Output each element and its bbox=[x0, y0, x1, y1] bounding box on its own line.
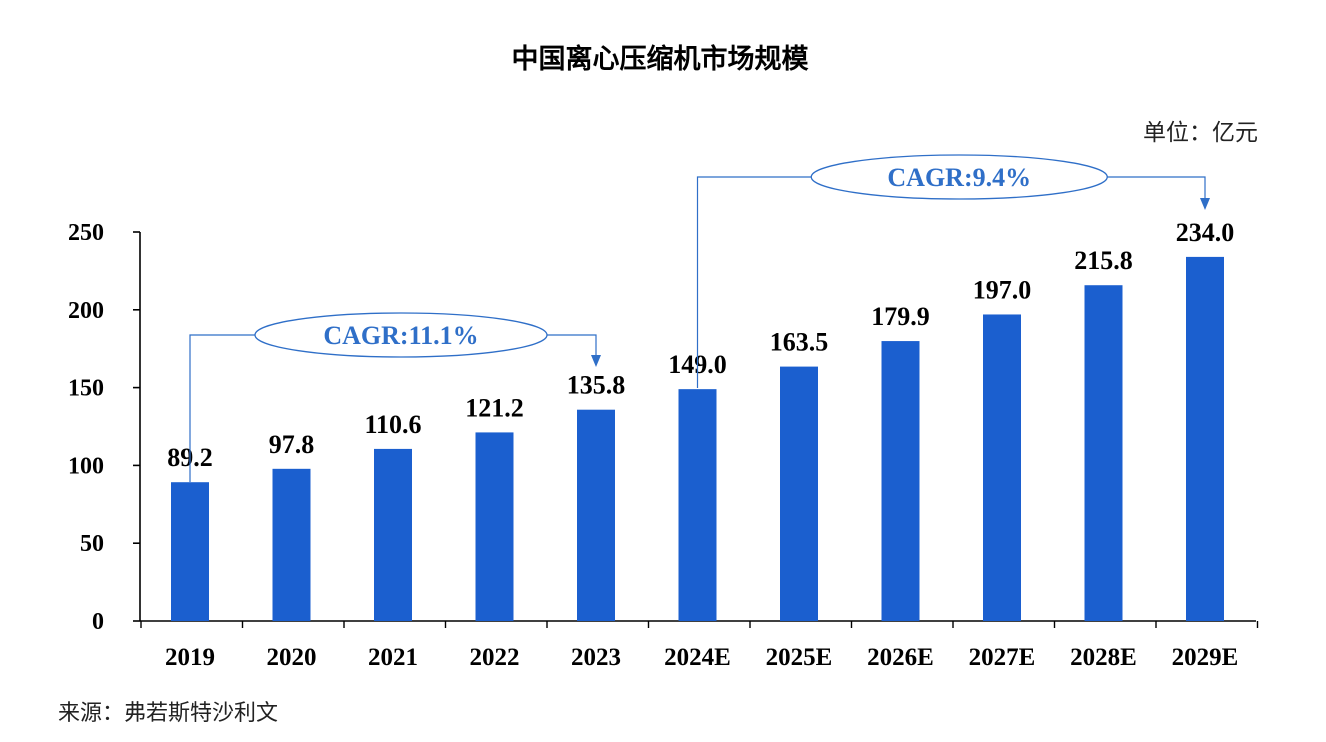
y-tick-label: 150 bbox=[68, 376, 104, 402]
data-label-2023: 135.8 bbox=[567, 371, 626, 400]
bar-2026E bbox=[881, 341, 920, 621]
bar-2025E bbox=[780, 366, 818, 621]
x-tick-label-2026E: 2026E bbox=[867, 644, 934, 671]
y-tick-label: 50 bbox=[80, 531, 104, 557]
data-label-2027E: 197.0 bbox=[973, 275, 1032, 304]
bars bbox=[171, 256, 1224, 621]
bar-2021 bbox=[374, 448, 412, 621]
y-tick-label: 250 bbox=[68, 220, 104, 246]
cagr-annotations: CAGR:11.1% CAGR:9.4% bbox=[189, 154, 1210, 482]
data-label-2026E: 179.9 bbox=[871, 302, 930, 331]
y-tick-label: 0 bbox=[92, 609, 104, 635]
x-tick-label-2025E: 2025E bbox=[766, 644, 833, 671]
x-tick-label-2029E: 2029E bbox=[1172, 644, 1239, 671]
y-axis-ticks: 0 50 100 150 200 250 bbox=[68, 220, 140, 635]
x-tick-label-2027E: 2027E bbox=[969, 644, 1036, 671]
data-label-2029E: 234.0 bbox=[1176, 218, 1235, 247]
bar-2027E bbox=[983, 314, 1021, 621]
data-label-2020: 97.8 bbox=[269, 430, 315, 459]
source-note: 来源：弗若斯特沙利文 bbox=[58, 701, 278, 726]
cagr-label: CAGR:11.1% bbox=[323, 321, 478, 350]
cagr-annotation-2: CAGR:9.4% bbox=[696, 154, 1210, 388]
cagr-ellipse bbox=[810, 154, 1108, 200]
x-tick-label-2022: 2022 bbox=[470, 644, 520, 671]
bar-2020 bbox=[272, 468, 311, 621]
data-label-2022: 121.2 bbox=[465, 393, 524, 422]
bar-2028E bbox=[1084, 285, 1123, 621]
bar-2023 bbox=[577, 409, 615, 621]
data-label-2025E: 163.5 bbox=[770, 328, 829, 357]
bar-2024E bbox=[678, 389, 717, 621]
cagr-arrow-head bbox=[591, 355, 601, 367]
data-label-2028E: 215.8 bbox=[1074, 246, 1133, 275]
x-tick-label-2021: 2021 bbox=[368, 644, 418, 671]
bar-2029E bbox=[1186, 256, 1224, 621]
bar-2022 bbox=[475, 432, 514, 621]
y-tick-label: 100 bbox=[68, 453, 104, 479]
bar-2019 bbox=[171, 482, 209, 621]
data-labels: 89.2 97.8110.6121.2135.8149.0163.5179.919… bbox=[167, 218, 1234, 472]
x-tick-label-2028E: 2028E bbox=[1070, 644, 1137, 671]
y-tick-label: 200 bbox=[68, 298, 104, 324]
x-tick-label-2024E: 2024E bbox=[664, 644, 731, 671]
cagr-label: CAGR:9.4% bbox=[887, 163, 1031, 192]
cagr-arrow-head bbox=[1200, 198, 1210, 210]
cagr-annotation-1: CAGR:11.1% bbox=[189, 312, 601, 482]
data-label-2021: 110.6 bbox=[364, 410, 421, 439]
unit-label: 单位：亿元 bbox=[1143, 120, 1258, 146]
x-axis-ticks: 2019 2020 2021 2022 2023 2024E 2025E 2026E 2027E… bbox=[165, 644, 1238, 671]
x-tick-label-2019: 2019 bbox=[165, 644, 215, 671]
cagr-ellipse bbox=[254, 312, 548, 358]
chart-title: 中国离心压缩机市场规模 bbox=[512, 43, 809, 75]
x-tick-label-2020: 2020 bbox=[267, 644, 317, 671]
x-tick-label-2023: 2023 bbox=[571, 644, 621, 671]
